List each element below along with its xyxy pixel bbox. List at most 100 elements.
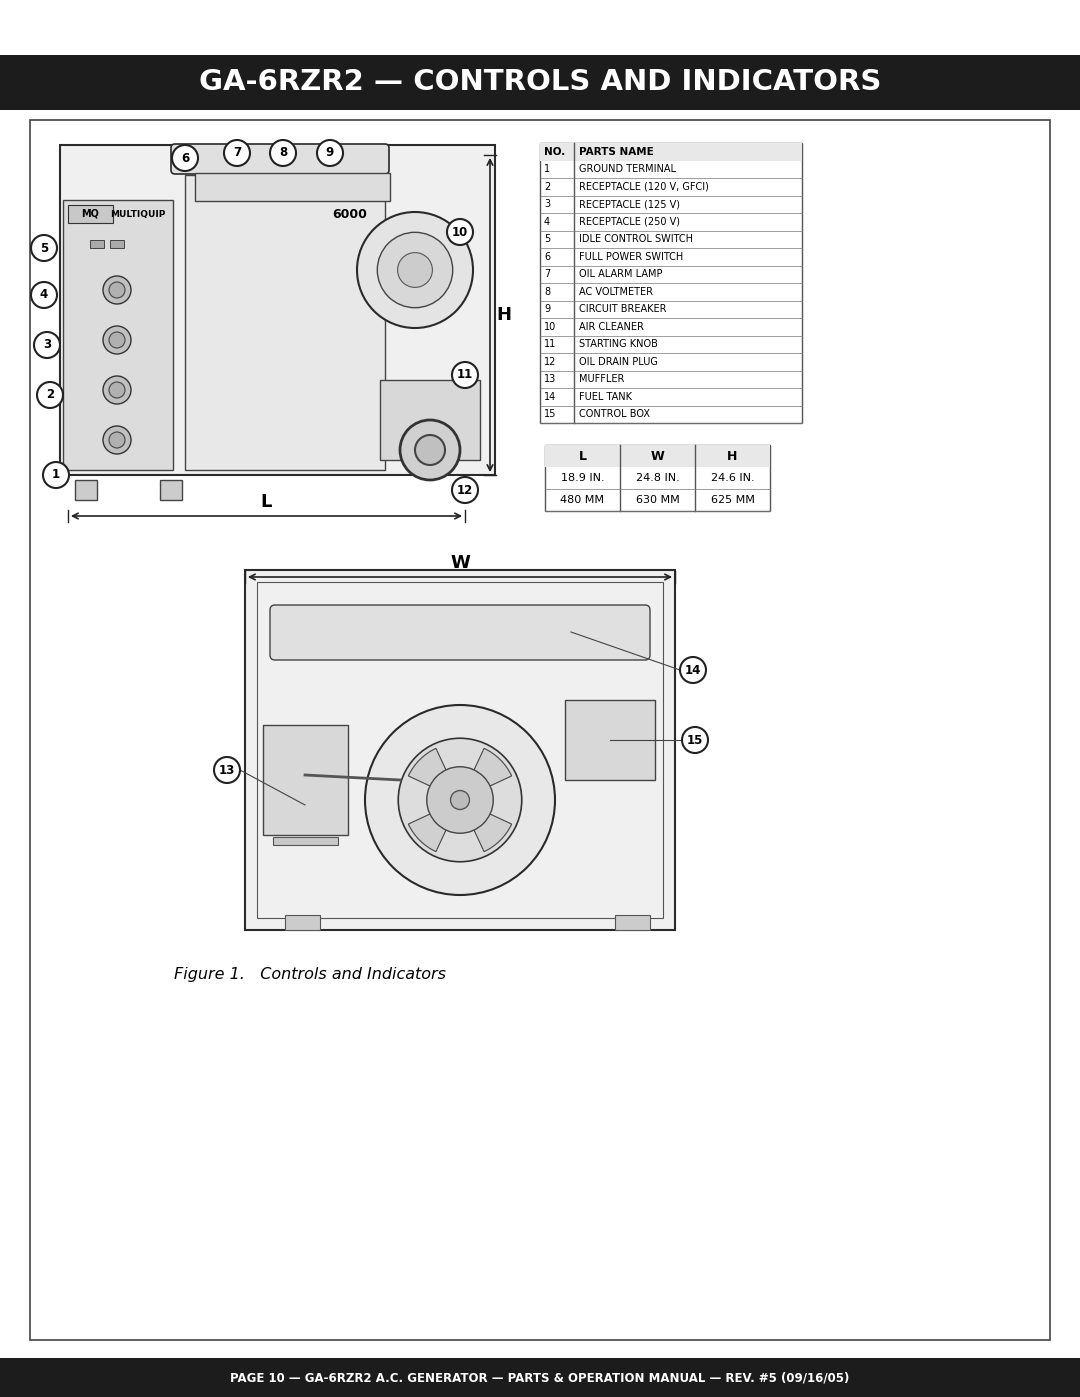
Text: 14: 14 <box>544 391 556 402</box>
Bar <box>545 446 770 467</box>
Text: 2: 2 <box>46 388 54 401</box>
Wedge shape <box>408 749 446 787</box>
Text: 9: 9 <box>544 305 550 314</box>
Circle shape <box>399 738 522 862</box>
Circle shape <box>37 381 63 408</box>
Text: L: L <box>260 493 272 511</box>
Circle shape <box>31 282 57 307</box>
Circle shape <box>453 362 478 388</box>
Text: 8: 8 <box>279 147 287 159</box>
Text: NO.: NO. <box>544 147 565 156</box>
Bar <box>0 1358 1080 1397</box>
Circle shape <box>109 381 125 398</box>
FancyBboxPatch shape <box>270 605 650 659</box>
Text: CIRCUIT BREAKER: CIRCUIT BREAKER <box>579 305 666 314</box>
Text: 6: 6 <box>180 151 189 165</box>
Text: 3: 3 <box>544 200 550 210</box>
Text: 5: 5 <box>40 242 49 254</box>
Circle shape <box>357 212 473 328</box>
Circle shape <box>31 235 57 261</box>
Text: 10: 10 <box>544 321 556 331</box>
Text: 24.8 IN.: 24.8 IN. <box>636 474 679 483</box>
Bar <box>90 240 104 249</box>
Bar <box>540 142 802 423</box>
Circle shape <box>680 657 706 683</box>
Text: IDLE CONTROL SWITCH: IDLE CONTROL SWITCH <box>579 235 693 244</box>
Circle shape <box>447 219 473 244</box>
Bar <box>273 837 338 845</box>
Bar <box>0 54 1080 110</box>
Text: 1: 1 <box>544 165 550 175</box>
Text: L: L <box>579 450 586 462</box>
Text: 13: 13 <box>544 374 556 384</box>
Text: GROUND TERMINAL: GROUND TERMINAL <box>579 165 676 175</box>
Text: OIL DRAIN PLUG: OIL DRAIN PLUG <box>579 356 658 367</box>
Bar <box>565 700 654 780</box>
Text: 9: 9 <box>326 147 334 159</box>
Bar <box>110 240 124 249</box>
Bar <box>285 915 320 930</box>
Text: 18.9 IN.: 18.9 IN. <box>561 474 605 483</box>
Circle shape <box>427 767 494 833</box>
Text: 6: 6 <box>544 251 550 261</box>
Text: STARTING KNOB: STARTING KNOB <box>579 339 658 349</box>
Circle shape <box>400 420 460 481</box>
Circle shape <box>397 253 432 288</box>
Bar <box>615 915 650 930</box>
Text: 480 MM: 480 MM <box>561 495 605 504</box>
Text: FULL POWER SWITCH: FULL POWER SWITCH <box>579 251 684 261</box>
Text: W: W <box>650 450 664 462</box>
Circle shape <box>224 140 249 166</box>
Text: 4: 4 <box>544 217 550 226</box>
Text: 3: 3 <box>43 338 51 352</box>
Circle shape <box>681 726 708 753</box>
Text: 7: 7 <box>233 147 241 159</box>
Bar <box>68 205 113 224</box>
Bar <box>63 200 173 469</box>
Text: RECEPTACLE (120 V, GFCI): RECEPTACLE (120 V, GFCI) <box>579 182 708 191</box>
Text: PARTS NAME: PARTS NAME <box>579 147 653 156</box>
Text: 15: 15 <box>687 733 703 746</box>
Circle shape <box>109 332 125 348</box>
Circle shape <box>103 426 131 454</box>
Circle shape <box>365 705 555 895</box>
Text: FUEL TANK: FUEL TANK <box>579 391 632 402</box>
Circle shape <box>103 326 131 353</box>
Text: 5: 5 <box>544 235 550 244</box>
Bar <box>160 481 183 500</box>
FancyBboxPatch shape <box>171 144 389 175</box>
Bar <box>257 583 663 918</box>
Text: 8: 8 <box>544 286 550 296</box>
Text: MUFFLER: MUFFLER <box>579 374 624 384</box>
Text: 11: 11 <box>457 369 473 381</box>
Text: 15: 15 <box>544 409 556 419</box>
Circle shape <box>109 282 125 298</box>
Text: PAGE 10 — GA-6RZR2 A.C. GENERATOR — PARTS & OPERATION MANUAL — REV. #5 (09/16/05: PAGE 10 — GA-6RZR2 A.C. GENERATOR — PART… <box>230 1372 850 1384</box>
Bar <box>195 173 390 201</box>
Bar <box>75 481 97 500</box>
Text: W: W <box>450 555 470 571</box>
Bar <box>60 145 495 475</box>
Text: 13: 13 <box>219 764 235 777</box>
Text: 14: 14 <box>685 664 701 676</box>
Circle shape <box>415 434 445 465</box>
Bar <box>380 380 480 460</box>
Text: AC VOLTMETER: AC VOLTMETER <box>579 286 653 296</box>
Text: H: H <box>497 306 512 324</box>
Text: 1: 1 <box>52 468 60 482</box>
Wedge shape <box>474 814 512 852</box>
Wedge shape <box>474 749 512 787</box>
Wedge shape <box>408 814 446 852</box>
Text: OIL ALARM LAMP: OIL ALARM LAMP <box>579 270 662 279</box>
Text: 630 MM: 630 MM <box>636 495 679 504</box>
Text: CONTROL BOX: CONTROL BOX <box>579 409 650 419</box>
Bar <box>185 175 384 469</box>
Text: 12: 12 <box>457 483 473 496</box>
Circle shape <box>318 140 343 166</box>
Text: 12: 12 <box>544 356 556 367</box>
Bar <box>245 570 675 930</box>
Circle shape <box>453 476 478 503</box>
Text: GA-6RZR2 — CONTROLS AND INDICATORS: GA-6RZR2 — CONTROLS AND INDICATORS <box>199 68 881 96</box>
Circle shape <box>377 232 453 307</box>
Bar <box>540 142 802 161</box>
